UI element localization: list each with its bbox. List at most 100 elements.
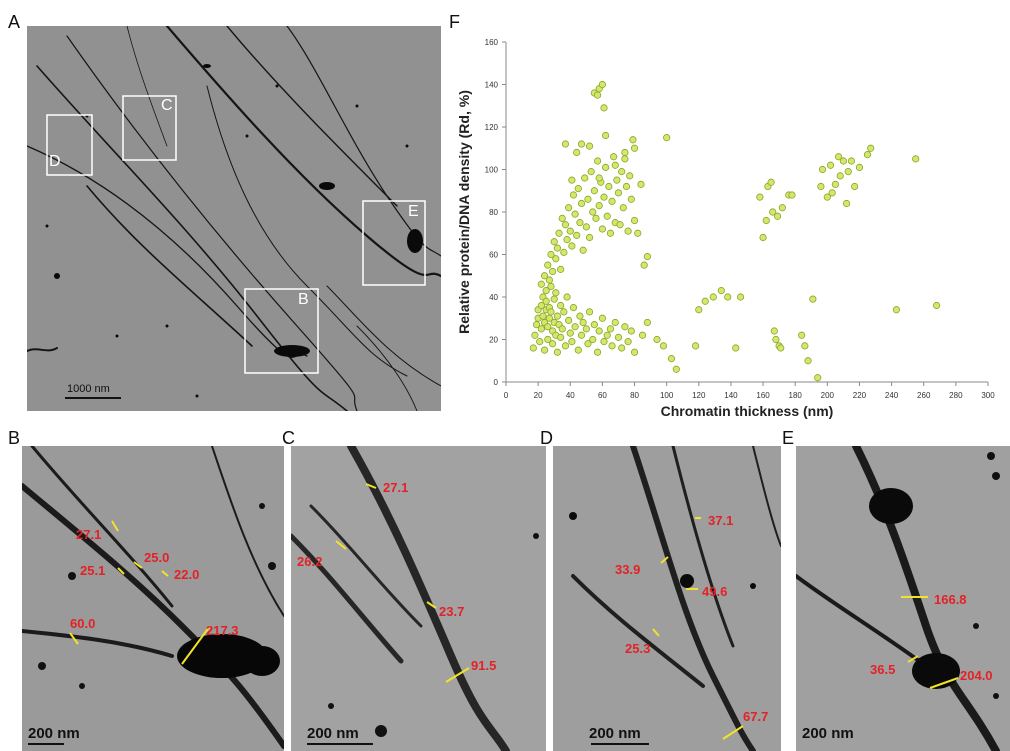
data-point <box>834 153 843 161</box>
panel-f-chart: 0 20 40 60 80 100 120 140 160 180 200 220 240 260 280 3… <box>449 26 1004 426</box>
data-point <box>593 157 602 165</box>
data-point <box>569 191 578 199</box>
data-point <box>595 174 603 182</box>
data-point <box>568 176 576 184</box>
data-point <box>912 155 920 163</box>
fiber-network: D C E B 1000 nm <box>27 26 441 411</box>
data-point <box>717 287 725 295</box>
data-point <box>605 182 613 191</box>
data-point <box>606 325 615 333</box>
data-point <box>585 142 594 150</box>
data-point <box>627 327 635 335</box>
inset-box-d <box>46 114 93 176</box>
data-point <box>621 155 629 163</box>
data-point <box>576 312 584 320</box>
data-point <box>769 208 777 216</box>
data-point <box>571 323 579 331</box>
panel-c-micrograph: 27.1 26.2 23.7 91.5 200 nm <box>291 446 546 751</box>
x-tick-label: 100 <box>660 391 674 400</box>
data-point <box>659 342 668 350</box>
panel-label-d: D <box>540 428 553 448</box>
data-point <box>618 344 626 352</box>
data-point <box>814 374 822 382</box>
data-point <box>634 229 642 237</box>
measurement-c-1: 27.1 <box>383 480 408 495</box>
data-point <box>892 306 901 314</box>
data-point <box>568 338 576 346</box>
data-point <box>672 365 680 373</box>
data-point <box>598 225 606 233</box>
y-axis-title: Relative protein/DNA density (Rd, %) <box>456 90 472 334</box>
data-point <box>529 344 537 352</box>
data-point <box>788 191 796 199</box>
data-point <box>630 216 639 225</box>
panel-label-f: F <box>449 12 460 32</box>
measurement-d-5: 67.7 <box>743 709 768 724</box>
data-point <box>724 293 732 301</box>
data-point <box>577 140 586 148</box>
measurement-c-2: 26.2 <box>297 554 322 569</box>
data-point <box>614 333 623 341</box>
data-point <box>561 221 570 229</box>
data-point <box>643 253 651 261</box>
x-tick-label: 60 <box>598 391 607 400</box>
data-point <box>818 165 827 174</box>
data-point <box>616 221 624 229</box>
measurement-b-4: 22.0 <box>174 567 199 582</box>
panel-e-micrograph: 166.8 36.5 204.0 200 nm <box>796 446 1010 751</box>
data-point <box>565 204 573 212</box>
scale-label-c: 200 nm <box>307 725 359 742</box>
data-point <box>637 180 645 188</box>
data-point <box>603 331 611 339</box>
panel-label-e: E <box>782 428 795 448</box>
x-tick-label: 280 <box>949 391 963 400</box>
data-point <box>555 229 563 237</box>
x-tick-label: 160 <box>756 391 770 400</box>
data-point <box>581 174 589 182</box>
data-point <box>550 295 558 303</box>
measurement-e-2: 36.5 <box>870 662 895 677</box>
data-point <box>542 287 550 295</box>
data-point <box>691 342 700 350</box>
data-point <box>839 157 847 165</box>
inset-box-c <box>122 95 177 161</box>
data-point <box>695 306 703 314</box>
data-point <box>590 187 598 195</box>
data-point <box>561 140 570 148</box>
data-point <box>621 323 629 331</box>
data-point <box>610 153 618 161</box>
data-point <box>593 91 602 99</box>
data-point <box>798 331 806 339</box>
data-point <box>548 340 557 348</box>
panel-label-a: A <box>8 12 21 32</box>
panel-b-micrograph: 27.1 25.0 25.1 22.0 60.0 217.3 200 nm <box>22 446 284 751</box>
data-point <box>847 157 856 165</box>
data-point <box>595 327 603 335</box>
x-tick-label: 80 <box>630 391 639 400</box>
data-point <box>537 325 545 333</box>
data-point <box>563 293 571 301</box>
data-point <box>593 348 602 356</box>
data-point <box>584 195 592 203</box>
data-point <box>624 338 632 346</box>
data-point <box>547 308 555 316</box>
data-point <box>709 293 717 301</box>
panel-d-micrograph: 37.1 33.9 49.6 25.3 67.7 200 nm <box>553 446 781 751</box>
y-tick-label: 40 <box>489 293 498 302</box>
data-point <box>576 219 584 227</box>
data-point <box>540 346 549 354</box>
data-point <box>630 144 639 152</box>
data-point <box>773 212 782 220</box>
measurement-b-2: 25.0 <box>144 550 169 565</box>
data-point <box>544 323 552 331</box>
y-tick-label: 20 <box>489 336 498 345</box>
data-point <box>544 261 552 269</box>
data-point <box>553 348 562 356</box>
data-point <box>643 318 651 327</box>
scatter-plot: 0 20 40 60 80 100 120 140 160 180 200 220 240 260 280 3… <box>456 38 995 419</box>
data-point <box>855 163 864 171</box>
data-point <box>663 134 671 142</box>
data-point <box>638 331 647 339</box>
data-point <box>836 172 844 180</box>
data-point <box>863 151 872 159</box>
